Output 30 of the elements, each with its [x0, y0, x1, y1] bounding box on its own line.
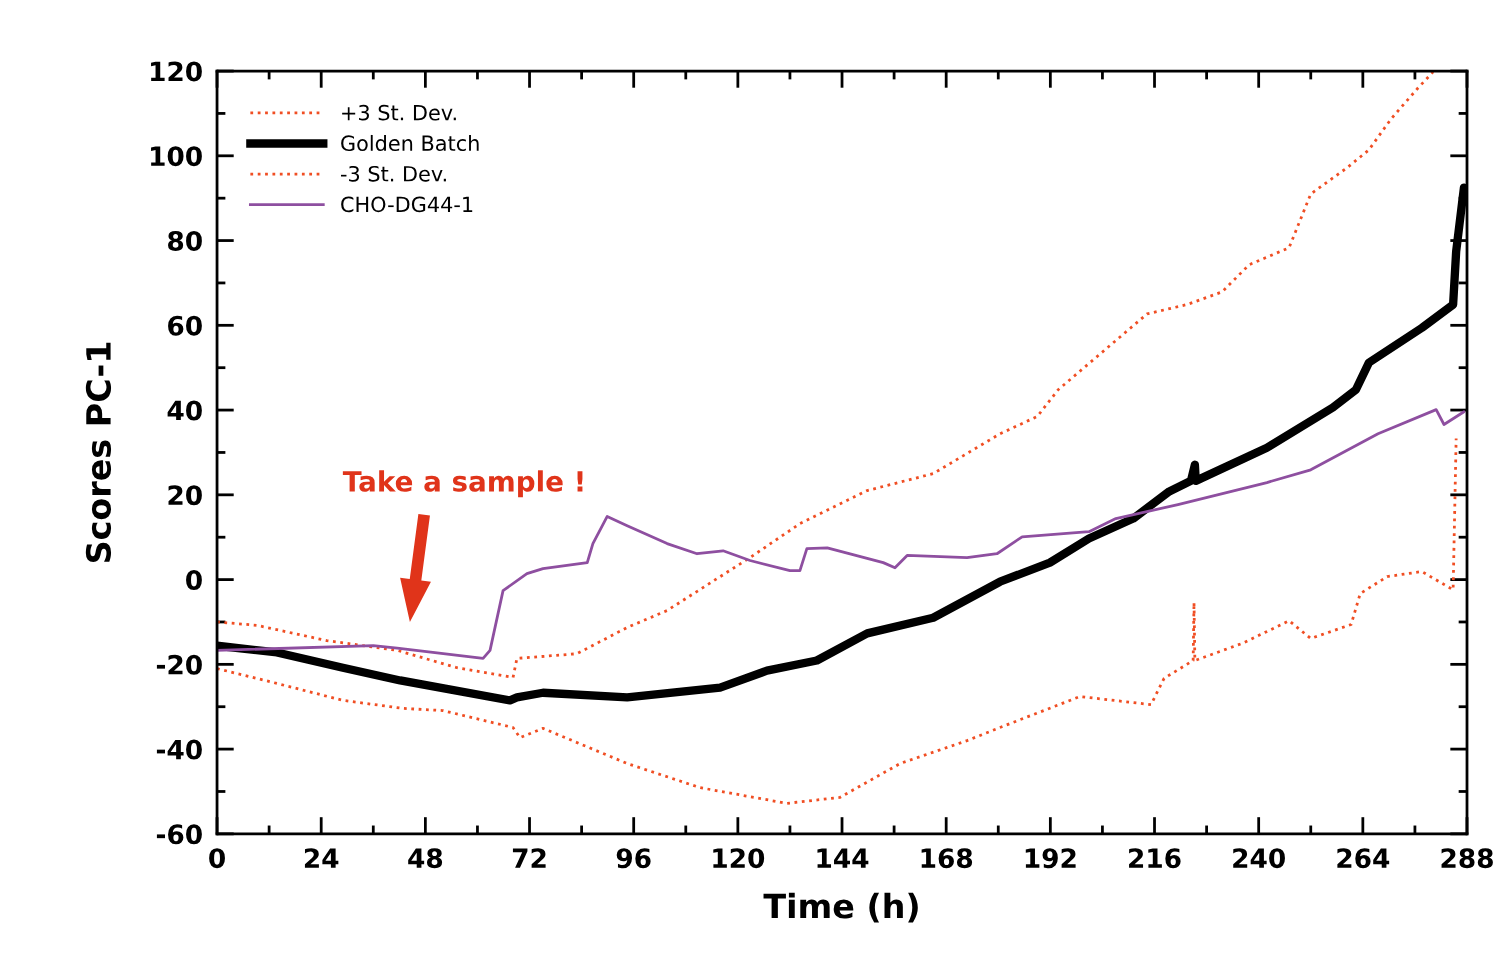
x-tick-label: 192 [1025, 848, 1076, 869]
x-axis-title: Time (h) [763, 892, 918, 923]
annotation: Take a sample ! [342, 470, 583, 498]
x-tick-label: 0 [209, 848, 225, 869]
y-tick-label: 80 [168, 231, 202, 251]
y-tick-label: 60 [168, 315, 202, 336]
legend-label: +3 St. Dev. [342, 104, 456, 121]
x-tick-label: 168 [921, 848, 973, 869]
legend-label: Golden Batch [341, 134, 479, 152]
x-tick-label: 240 [1233, 848, 1285, 869]
y-tick-label: 40 [167, 400, 202, 421]
y-tick-label: -20 [156, 654, 202, 675]
y-axis-title: Scores PC-1 [85, 342, 112, 562]
x-tick-label: 264 [1337, 848, 1390, 869]
legend-label: -3 St. Dev. [340, 165, 446, 182]
x-tick-label: 144 [817, 848, 869, 868]
legend-label: CHO-DG44-1 [341, 196, 473, 213]
y-tick-label: 120 [151, 61, 202, 82]
y-tick-label: -40 [156, 739, 202, 760]
x-tick-label: 72 [512, 848, 546, 868]
x-tick-label: 24 [304, 848, 339, 868]
x-tick-label: 288 [1441, 848, 1493, 869]
x-tick-label: 216 [1129, 848, 1181, 869]
x-tick-label: 48 [408, 848, 443, 869]
y-tick-label: 20 [168, 485, 202, 506]
x-tick-label: 120 [713, 848, 765, 869]
y-tick-label: -60 [156, 824, 202, 845]
x-tick-label: 96 [616, 848, 651, 869]
y-tick-label: 0 [186, 570, 202, 590]
y-tick-label: 100 [151, 146, 202, 167]
